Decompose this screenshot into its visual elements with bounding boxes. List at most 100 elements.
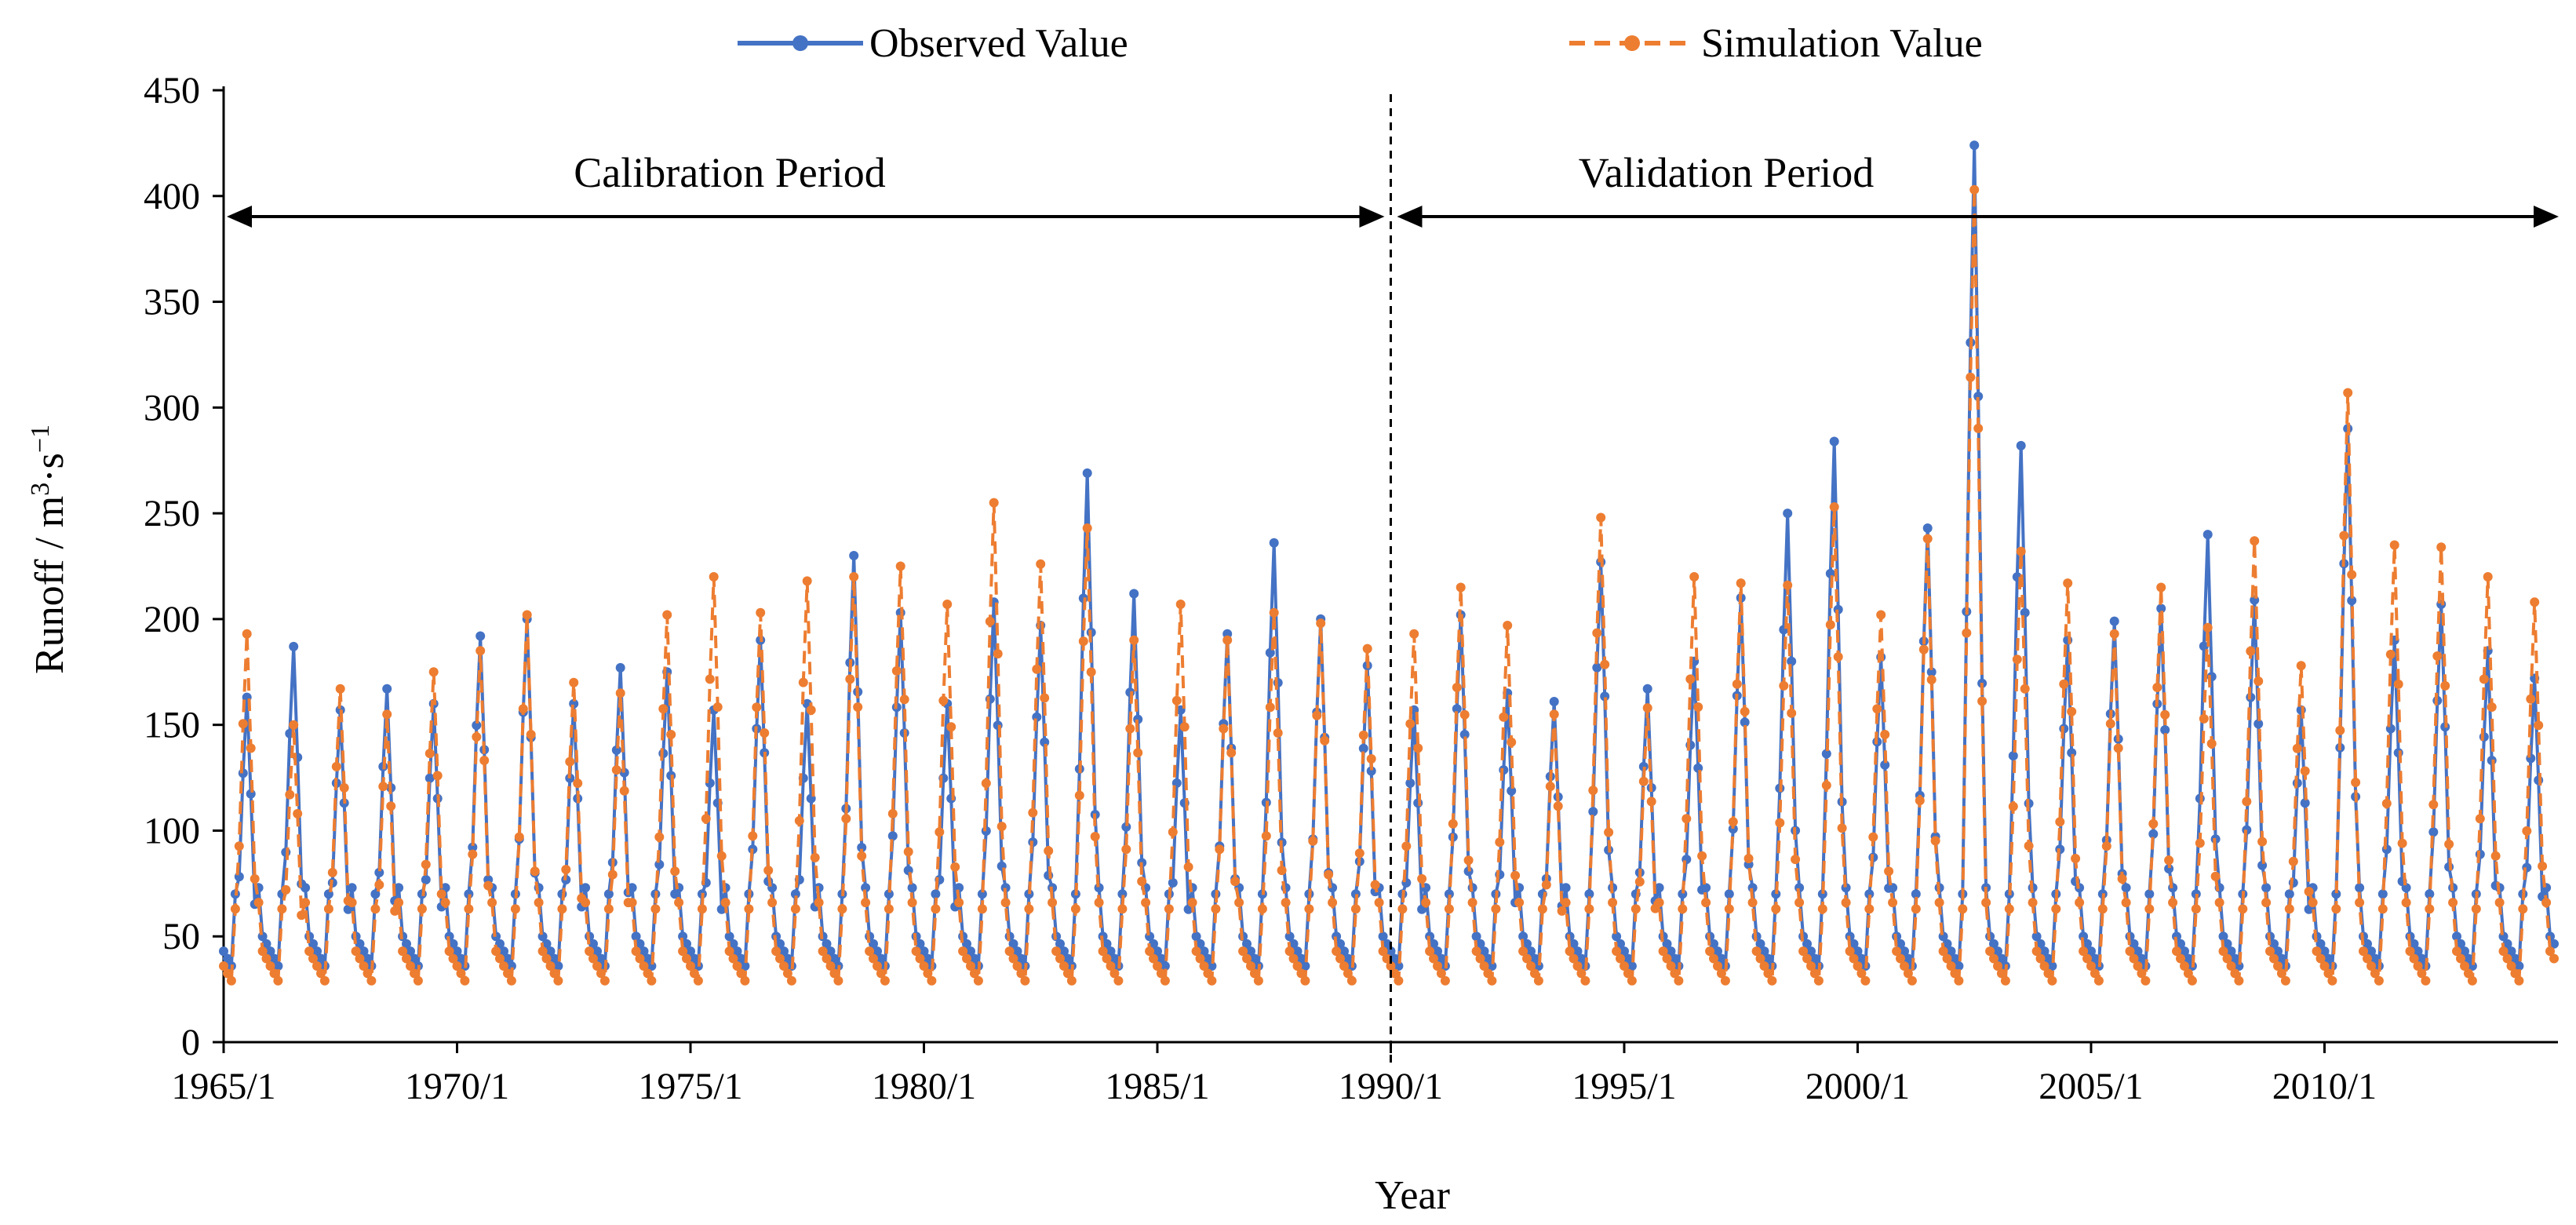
data-point-simulated xyxy=(323,904,333,914)
data-point-observed xyxy=(884,889,894,899)
data-point-simulated xyxy=(1000,898,1011,908)
data-point-simulated xyxy=(977,904,987,914)
data-point-observed xyxy=(1452,704,1462,714)
data-point-simulated xyxy=(1171,695,1182,705)
data-point-observed xyxy=(1926,667,1937,677)
data-point-observed xyxy=(1358,743,1368,753)
data-point-simulated xyxy=(2538,861,2548,871)
data-point-observed xyxy=(1343,953,1353,964)
data-point-simulated xyxy=(234,841,244,851)
data-point-simulated xyxy=(2549,953,2559,964)
data-point-simulated xyxy=(370,904,381,914)
legend-item-observed[interactable]: Observed Value xyxy=(738,21,1128,66)
data-point-simulated xyxy=(472,732,482,742)
data-point-simulated xyxy=(682,953,691,964)
data-point-simulated xyxy=(2199,713,2209,724)
data-point-observed xyxy=(775,939,785,949)
data-point-observed xyxy=(2409,939,2419,949)
data-point-observed xyxy=(273,961,283,971)
data-point-simulated xyxy=(1149,953,1158,964)
data-point-observed xyxy=(1693,763,1703,773)
data-point-observed xyxy=(355,939,365,949)
data-point-simulated xyxy=(1503,621,1513,630)
data-point-observed xyxy=(269,953,279,964)
data-point-simulated xyxy=(2257,837,2268,847)
data-point-observed xyxy=(1149,939,1158,949)
data-point-simulated xyxy=(884,904,894,914)
data-point-simulated xyxy=(2238,904,2248,914)
data-point-simulated xyxy=(2246,646,2256,656)
data-point-simulated xyxy=(2047,975,2057,986)
data-point-simulated xyxy=(2250,536,2260,546)
data-point-simulated xyxy=(378,782,388,792)
data-point-observed xyxy=(495,939,505,949)
y-axis-title: Runoff / m3·s−1 xyxy=(26,425,73,674)
y-tick-label: 200 xyxy=(144,599,200,640)
data-point-simulated xyxy=(2004,904,2014,914)
data-point-simulated xyxy=(1989,953,1998,964)
data-point-simulated xyxy=(1751,946,1762,957)
data-point-simulated xyxy=(1658,946,1668,957)
data-point-simulated xyxy=(440,898,450,908)
data-point-simulated xyxy=(1153,961,1162,971)
x-tick-label: 1975/1 xyxy=(638,1066,742,1107)
data-point-simulated xyxy=(1055,953,1065,964)
data-point-simulated xyxy=(230,904,240,914)
data-point-simulated xyxy=(966,961,975,971)
data-point-observed xyxy=(234,872,244,882)
y-tick-label: 250 xyxy=(144,493,200,534)
data-point-observed xyxy=(1763,953,1773,964)
data-point-simulated xyxy=(810,852,820,862)
data-point-observed xyxy=(2370,953,2380,964)
data-point-observed xyxy=(1561,883,1571,893)
data-point-simulated xyxy=(611,765,621,775)
data-point-simulated xyxy=(1946,961,1956,971)
data-point-simulated xyxy=(1044,846,1054,856)
data-point-observed xyxy=(549,953,559,964)
data-point-simulated xyxy=(1747,898,1758,908)
data-point-simulated xyxy=(689,968,699,979)
data-point-observed xyxy=(822,939,832,949)
y-axis-title-mid: ·s xyxy=(27,453,72,483)
data-point-observed xyxy=(581,883,591,893)
data-point-simulated xyxy=(1483,968,1493,979)
data-point-simulated xyxy=(1791,855,1801,865)
calibration-arrow-head-left xyxy=(227,206,252,228)
data-point-simulated xyxy=(2300,766,2310,776)
data-point-simulated xyxy=(428,667,439,677)
data-point-simulated xyxy=(2168,898,2178,908)
data-point-simulated xyxy=(281,884,291,895)
data-point-observed xyxy=(1459,730,1470,739)
data-point-observed xyxy=(1191,932,1201,942)
legend-item-simulated[interactable]: Simulation Value xyxy=(1569,21,1983,66)
data-point-observed xyxy=(2183,953,2193,964)
data-point-simulated xyxy=(798,677,808,687)
data-point-simulated xyxy=(2059,679,2069,689)
data-point-observed xyxy=(219,946,228,957)
data-point-simulated xyxy=(724,946,734,957)
data-point-observed xyxy=(736,953,746,964)
data-point-simulated xyxy=(1907,975,1917,986)
data-point-observed xyxy=(1242,939,1252,949)
data-point-observed xyxy=(2254,719,2264,729)
data-point-simulated xyxy=(1292,961,1303,971)
data-point-observed xyxy=(2109,616,2119,626)
annotations xyxy=(227,94,2559,1066)
data-point-observed xyxy=(506,961,516,971)
data-point-simulated xyxy=(1973,423,1984,433)
data-point-observed xyxy=(1444,889,1454,899)
data-point-observed xyxy=(1195,939,1205,949)
data-point-simulated xyxy=(2020,684,2030,694)
data-point-simulated xyxy=(736,968,746,979)
data-point-observed xyxy=(2377,889,2388,899)
data-point-observed xyxy=(1638,761,1649,771)
data-point-simulated xyxy=(1864,904,1875,914)
data-point-simulated xyxy=(678,946,688,957)
data-point-observed xyxy=(1129,589,1139,599)
data-point-observed xyxy=(289,641,299,651)
data-point-simulated xyxy=(1207,975,1217,986)
data-point-simulated xyxy=(1969,184,1980,195)
data-point-simulated xyxy=(1541,880,1551,890)
data-point-simulated xyxy=(1713,961,1722,971)
data-point-observed xyxy=(1678,889,1688,899)
